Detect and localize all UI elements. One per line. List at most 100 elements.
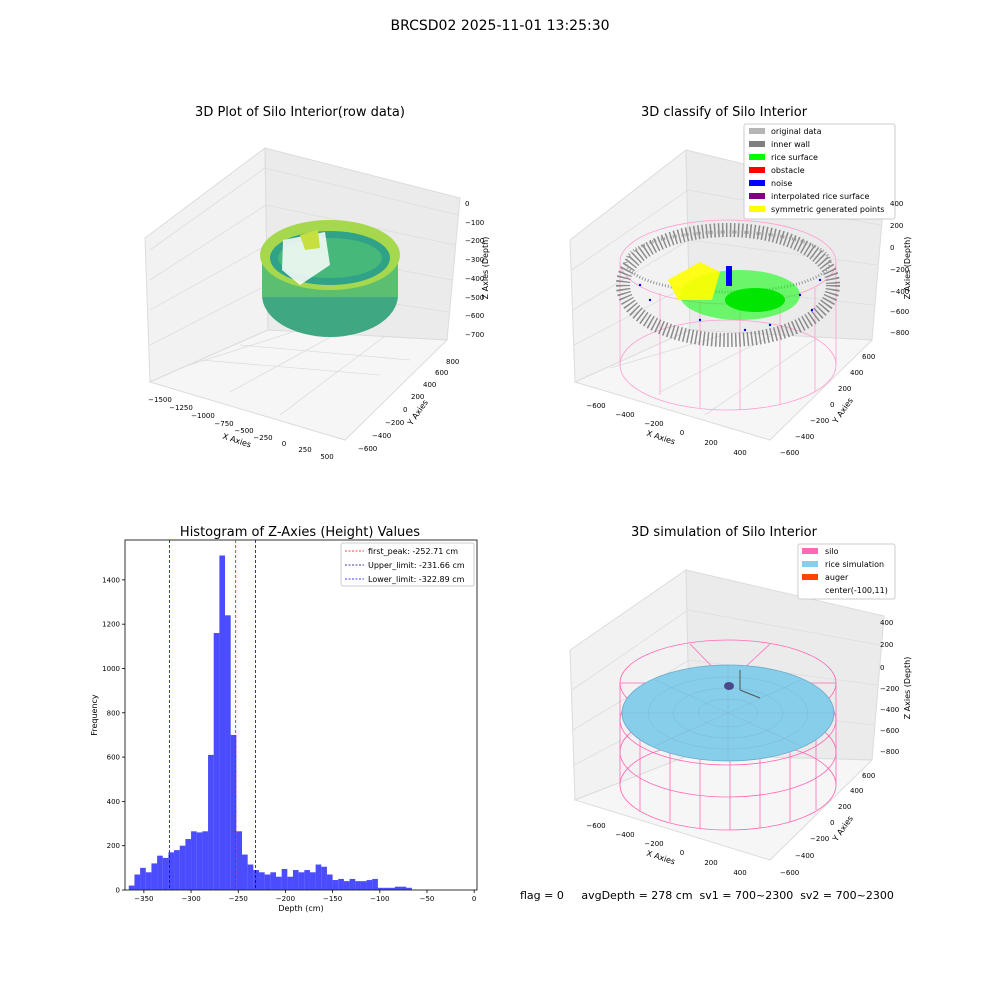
histogram-bar [157, 855, 163, 890]
raw-ytick: 600 [435, 369, 448, 377]
histogram-bar [400, 886, 407, 890]
legend-label-rice: rice surface [771, 153, 818, 162]
histogram-bar [213, 633, 220, 890]
histogram-bar [394, 886, 401, 890]
classify-xtick: −200 [644, 420, 663, 428]
classify-ztick: −600 [890, 308, 909, 316]
legend-swatch-rice [749, 154, 765, 160]
histogram-bar [191, 831, 197, 890]
histogram-bar [315, 864, 322, 890]
raw-ytick: −400 [372, 432, 391, 440]
histogram-bar [287, 876, 293, 890]
classify-ytick: 600 [862, 353, 875, 361]
histogram-bar [304, 870, 310, 890]
classify-xtick: −600 [586, 402, 605, 410]
histogram-bar [162, 857, 169, 890]
histogram-bar [174, 850, 180, 890]
raw-3d-panel: 3D Plot of Silo Interior(row data) −1500… [144, 105, 490, 461]
histogram-bar [270, 872, 276, 890]
histogram-y-ticks: 0 200 400 600 800 1000 1200 1400 [102, 576, 125, 895]
histogram-xtick-label: −250 [229, 895, 248, 903]
classify-x-ticks: −600 −400 −200 0 200 400 [586, 402, 746, 457]
histogram-ytick-label: 1200 [102, 621, 120, 629]
sim-xtick: −600 [586, 822, 605, 830]
raw-xtick: 0 [282, 440, 286, 448]
histogram-legend-box [340, 542, 475, 587]
histogram-bar [321, 866, 327, 890]
histogram-ytick-label: 400 [107, 798, 120, 806]
raw-ztick: −500 [465, 294, 484, 302]
classify-legend-box [743, 123, 896, 220]
histogram-bar [389, 887, 395, 890]
classify-z-label: Z Axies (Depth) [903, 237, 912, 300]
classify-3d-panel: 3D classify of Silo Interior [569, 105, 912, 457]
histogram-bar [128, 885, 135, 890]
histogram-bar [202, 831, 209, 890]
histogram-xtick-label: −200 [276, 895, 295, 903]
sim-ztick: −800 [880, 748, 899, 756]
histogram-bar [338, 878, 344, 890]
classify-inner-wall [616, 223, 840, 347]
histogram-y-label: Frequency [90, 694, 99, 736]
histogram-panel: Histogram of Z-Axies (Height) Values −35… [90, 525, 478, 913]
classify-ztick: 200 [890, 222, 903, 230]
histogram-bar [134, 874, 141, 890]
legend-swatch-original [749, 128, 765, 134]
simulation-panel-title: 3D simulation of Silo Interior [631, 525, 818, 540]
raw-y-label: Y Axies [405, 398, 430, 428]
raw-ztick: −700 [465, 331, 484, 339]
legend-label-auger: auger [825, 573, 849, 582]
raw-xtick: −750 [214, 420, 233, 428]
sim-ztick: 400 [880, 619, 893, 627]
histogram-bar [406, 887, 412, 890]
legend-swatch-noise [749, 180, 765, 186]
legend-swatch-obstacle [749, 167, 765, 173]
classify-z-ticks: 400 200 0 −200 −400 −600 −800 [890, 200, 909, 337]
sim-ytick: −400 [795, 852, 814, 860]
histogram-x-ticks: −350 −300 −250 −200 −150 −100 −50 0 [134, 890, 476, 903]
histogram-bar [185, 839, 192, 890]
legend-label-upper: Upper_limit: -231.66 cm [368, 561, 465, 570]
sim-floor-pane [573, 754, 874, 861]
histogram-ytick-label: 0 [116, 887, 120, 895]
histogram-bars [128, 555, 412, 890]
histogram-bar [247, 864, 254, 890]
histogram-axes-frame [124, 539, 478, 891]
histogram-ytick-label: 200 [107, 842, 120, 850]
legend-label-center: center(-100,11) [825, 586, 888, 595]
classify-symmetric-points [668, 262, 720, 300]
sim-ytick: 400 [850, 787, 863, 795]
raw-xtick: 500 [320, 453, 333, 461]
raw-ztick: −600 [465, 312, 484, 320]
histogram-bar [242, 854, 248, 890]
sim-ztick: 0 [880, 664, 884, 672]
classify-ztick: −800 [890, 329, 909, 337]
histogram-ytick-label: 600 [107, 754, 120, 762]
sim-rice-mesh [622, 665, 834, 761]
classify-ytick: −600 [780, 449, 799, 457]
sim-ztick: −400 [880, 706, 899, 714]
raw-z-ticks: 0 −100 −200 −300 −400 −500 −600 −700 [465, 200, 484, 339]
classify-ytick: −200 [810, 417, 829, 425]
histogram-xtick-label: −350 [134, 895, 153, 903]
raw-x-ticks: −1500 −1250 −1000 −750 −500 −250 0 250 5… [148, 396, 334, 461]
sim-ytick: 600 [862, 772, 875, 780]
histogram-bar [264, 874, 271, 890]
simulation-3d-panel: 3D simulation of Silo Interior [569, 525, 912, 877]
histogram-bar [168, 852, 175, 890]
legend-label-original: original data [771, 127, 822, 136]
figure-title: BRCSD02 2025-11-01 13:25:30 [390, 18, 610, 34]
sim-xtick: −200 [644, 840, 663, 848]
raw-ytick: 800 [446, 358, 459, 366]
histogram-bar [140, 867, 146, 890]
classify-noise-dots [638, 278, 822, 332]
raw-xtick: 250 [298, 446, 311, 454]
legend-swatch-wall [749, 141, 765, 147]
classify-floor-pane [573, 329, 874, 441]
raw-xtick: −1000 [191, 412, 215, 420]
histogram-bar [332, 880, 339, 890]
raw-floor-pane [148, 329, 449, 441]
raw-xtick: −1250 [169, 404, 193, 412]
raw-ztick: −400 [465, 275, 484, 283]
